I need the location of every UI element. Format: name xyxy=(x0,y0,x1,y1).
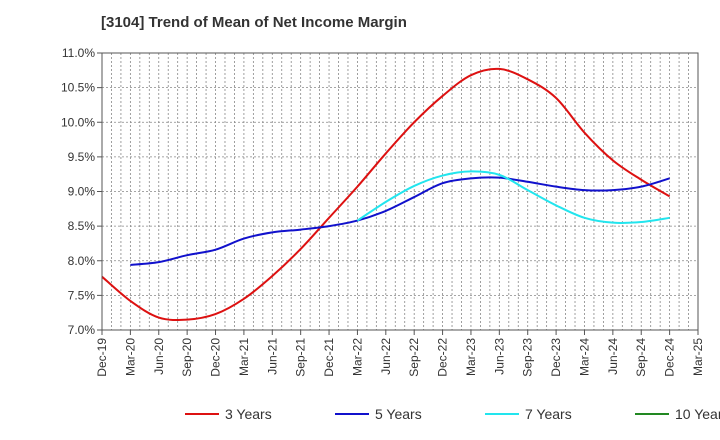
y-tick-label: 9.0% xyxy=(68,185,96,199)
x-tick-label: Sep-24 xyxy=(634,338,648,377)
x-tick-label: Mar-24 xyxy=(577,338,591,376)
series-layer xyxy=(101,67,671,322)
x-tick-label: Mar-22 xyxy=(350,338,364,376)
y-tick-label: 8.0% xyxy=(68,254,96,268)
series-line-7-years xyxy=(356,170,670,224)
y-tick-label: 7.5% xyxy=(68,288,96,302)
x-tick-label: Dec-19 xyxy=(95,338,109,377)
legend: 3 Years 5 Years 7 Years 10 Years xyxy=(185,406,720,422)
legend-label-3-years: 3 Years xyxy=(225,406,272,422)
axis-layer: 7.0% 7.5% 8.0% 8.5% 9.0% 9.5% 10.0% 10.5% 11.0% D… xyxy=(61,46,705,377)
x-tick-label: Dec-24 xyxy=(663,338,677,377)
y-tick-label: 8.5% xyxy=(68,219,96,233)
x-tick-label: Sep-20 xyxy=(180,338,194,377)
x-tick-label: Jun-22 xyxy=(379,338,393,375)
grid-lines xyxy=(102,53,698,330)
x-tick-label: Jun-20 xyxy=(152,338,166,375)
x-tick-label: Sep-22 xyxy=(407,338,421,377)
x-tick-label: Sep-21 xyxy=(294,338,308,377)
legend-label-7-years: 7 Years xyxy=(525,406,572,422)
x-tick-label: Mar-23 xyxy=(464,338,478,376)
x-tick-label: Jun-24 xyxy=(606,338,620,375)
x-tick-label: Dec-22 xyxy=(436,338,450,377)
y-tick-label: 9.5% xyxy=(68,150,96,164)
y-tick-label: 11.0% xyxy=(62,46,95,60)
legend-label-5-years: 5 Years xyxy=(375,406,422,422)
x-tick-label: Mar-25 xyxy=(691,338,705,376)
y-tick-label: 10.0% xyxy=(61,115,95,129)
x-tick-label: Dec-21 xyxy=(322,338,336,377)
series-line-5-years xyxy=(130,176,670,266)
x-tick-label: Sep-23 xyxy=(521,338,535,377)
x-tick-label: Jun-23 xyxy=(492,338,506,375)
x-tick-label: Dec-20 xyxy=(209,338,223,377)
legend-label-10-years: 10 Years xyxy=(675,406,720,422)
x-tick-label: Mar-20 xyxy=(123,338,137,376)
x-tick-label: Mar-21 xyxy=(237,338,251,376)
y-tick-label: 7.0% xyxy=(68,323,96,337)
y-tick-label: 10.5% xyxy=(61,81,95,95)
x-tick-label: Jun-21 xyxy=(265,338,279,375)
series-line-3-years xyxy=(101,67,671,322)
chart-title: [3104] Trend of Mean of Net Income Margi… xyxy=(101,14,407,31)
x-tick-label: Dec-23 xyxy=(549,338,563,377)
